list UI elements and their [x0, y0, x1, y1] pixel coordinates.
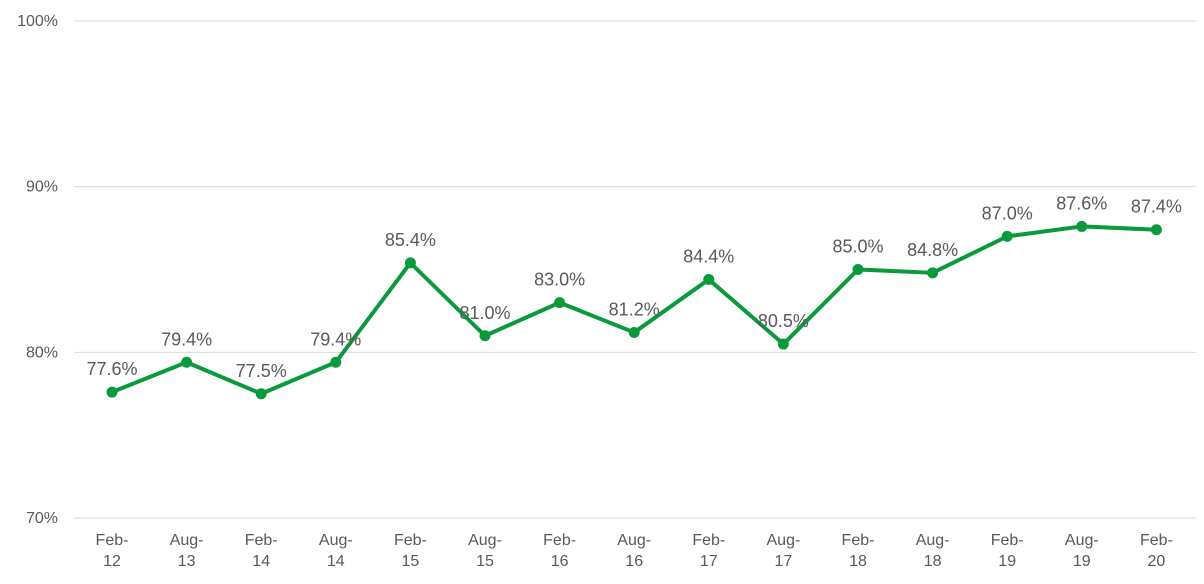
- data-label: 79.4%: [161, 329, 212, 349]
- x-tick-label-line: 17: [700, 553, 718, 570]
- x-tick-label-line: 16: [551, 553, 569, 570]
- x-tick-label: Feb- 12: [96, 532, 129, 570]
- x-tick-label-line: Feb-: [96, 532, 129, 549]
- x-tick-label: Feb- 14: [245, 532, 278, 570]
- x-tick-label: Aug- 15: [468, 532, 502, 570]
- x-tick-label: Aug- 13: [170, 532, 204, 570]
- data-point: [1001, 230, 1013, 242]
- data-label: 83.0%: [534, 270, 585, 290]
- data-point: [554, 297, 566, 309]
- data-point: [330, 356, 342, 368]
- x-tick-label-line: 16: [625, 553, 643, 570]
- x-tick-label-line: Feb-: [543, 532, 576, 549]
- x-tick-label-line: Aug-: [767, 532, 801, 549]
- x-tick-label: Feb- 16: [543, 532, 576, 570]
- x-tick-label: Feb- 17: [692, 532, 725, 570]
- x-tick-label-line: Feb-: [991, 532, 1024, 549]
- x-tick-label-line: 19: [998, 553, 1016, 570]
- x-tick-label-line: 17: [775, 553, 793, 570]
- x-tick-label: Feb- 18: [842, 532, 875, 570]
- data-label: 79.4%: [310, 329, 361, 349]
- y-tick-label: 70%: [26, 510, 58, 527]
- data-label: 87.6%: [1056, 193, 1107, 213]
- y-tick-label: 80%: [26, 344, 58, 361]
- x-tick-label: Feb- 20: [1140, 532, 1173, 570]
- data-point: [404, 257, 416, 269]
- data-labels: 77.6% 79.4% 77.5% 79.4% 85.4% 81.0% 83.0% 81.2%…: [86, 193, 1181, 380]
- gridlines: [74, 20, 1196, 519]
- data-point: [777, 338, 789, 350]
- x-tick-label-line: 14: [252, 553, 270, 570]
- data-point: [927, 267, 939, 279]
- data-point: [852, 264, 864, 275]
- x-tick-label-line: Feb-: [245, 532, 278, 549]
- data-label: 85.0%: [832, 237, 883, 257]
- x-tick-label: Aug- 16: [617, 532, 651, 570]
- data-label: 80.5%: [758, 311, 809, 331]
- data-label: 85.4%: [385, 230, 436, 250]
- x-tick-label: Aug- 17: [767, 532, 801, 570]
- y-tick-label: 100%: [17, 13, 58, 30]
- x-tick-label: Feb- 19: [991, 532, 1024, 570]
- x-tick-label-line: 15: [402, 553, 420, 570]
- data-point: [255, 388, 267, 400]
- x-tick-label-line: Aug-: [916, 532, 950, 549]
- x-tick-label: Aug- 18: [916, 532, 950, 570]
- x-axis-tick-labels: Feb-12Aug-13Feb-14Aug-14Feb-15Aug-15Feb-…: [96, 532, 1173, 570]
- data-label: 77.5%: [236, 361, 287, 381]
- data-label: 84.8%: [907, 240, 958, 260]
- x-tick-label-line: 20: [1148, 553, 1166, 570]
- data-label: 81.0%: [459, 303, 510, 323]
- data-point: [1150, 224, 1162, 236]
- data-point: [181, 356, 193, 368]
- x-tick-label-line: Aug-: [1065, 532, 1099, 549]
- data-label: 87.4%: [1131, 197, 1182, 217]
- data-point: [628, 326, 640, 338]
- x-tick-label: Aug- 14: [319, 532, 353, 570]
- series-group: [106, 220, 1162, 400]
- x-tick-label-line: Aug-: [319, 532, 353, 549]
- x-tick-label-line: 12: [103, 553, 121, 570]
- data-label: 77.6%: [86, 359, 137, 379]
- x-tick-label-line: 18: [924, 553, 942, 570]
- data-label: 81.2%: [609, 299, 660, 319]
- x-tick-label-line: 18: [849, 553, 867, 570]
- x-tick-label-line: Aug-: [468, 532, 502, 549]
- data-point: [479, 330, 491, 342]
- x-tick-label-line: Feb-: [394, 532, 427, 549]
- x-tick-label-line: Aug-: [617, 532, 651, 549]
- y-tick-label: 90%: [26, 179, 58, 196]
- x-tick-label-line: 19: [1073, 553, 1091, 570]
- x-tick-label-line: 15: [476, 553, 494, 570]
- x-tick-label-line: Feb-: [692, 532, 725, 549]
- y-axis-tick-labels: 70% 80% 90% 100%: [17, 13, 58, 527]
- data-label: 84.4%: [683, 246, 734, 266]
- data-label: 87.0%: [982, 203, 1033, 223]
- x-tick-label-line: 13: [178, 553, 196, 570]
- data-point: [106, 386, 118, 398]
- x-tick-label-line: Feb-: [842, 532, 875, 549]
- x-tick-label-line: Aug-: [170, 532, 204, 549]
- data-point: [1076, 220, 1088, 232]
- x-tick-label-line: Feb-: [1140, 532, 1173, 549]
- x-tick-label-line: 14: [327, 553, 345, 570]
- data-point: [703, 273, 715, 285]
- x-tick-label: Aug- 19: [1065, 532, 1099, 570]
- x-tick-label: Feb- 15: [394, 532, 427, 570]
